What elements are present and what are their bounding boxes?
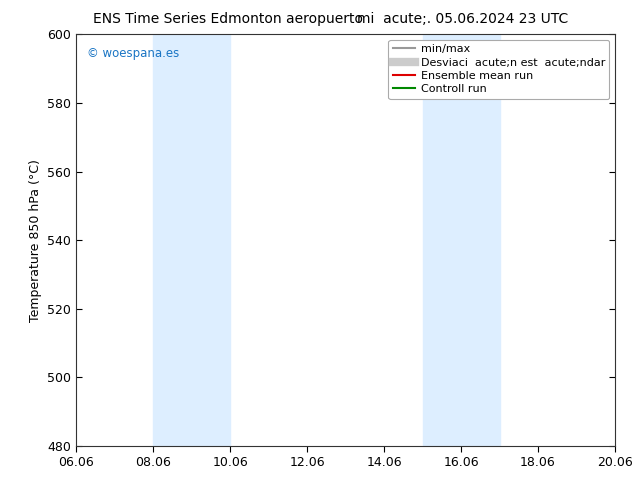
Bar (153, 34, 230, 446)
Bar (422, 34, 500, 446)
Y-axis label: Temperature 850 hPa (°C): Temperature 850 hPa (°C) (29, 159, 42, 321)
Text: ENS Time Series Edmonton aeropuerto: ENS Time Series Edmonton aeropuerto (93, 12, 363, 26)
Text: © woespana.es: © woespana.es (87, 47, 179, 60)
Text: mi  acute;. 05.06.2024 23 UTC: mi acute;. 05.06.2024 23 UTC (357, 12, 569, 26)
Legend: min/max, Desviaci  acute;n est  acute;ndar, Ensemble mean run, Controll run: min/max, Desviaci acute;n est acute;ndar… (389, 40, 609, 99)
